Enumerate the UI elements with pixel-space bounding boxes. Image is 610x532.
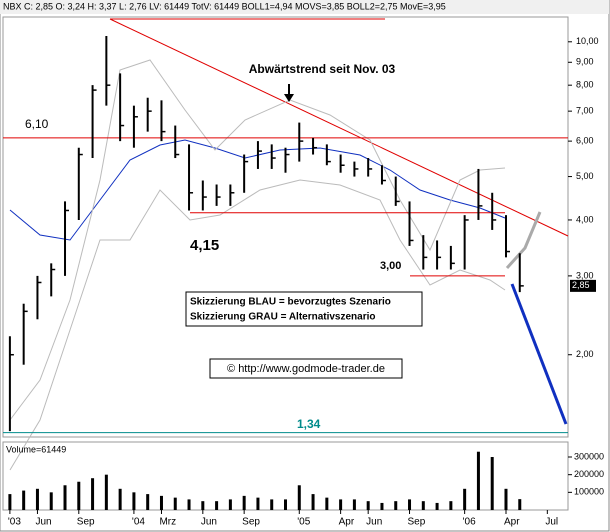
- x-tick-label: '03: [8, 517, 21, 528]
- copyright-box: [209, 358, 403, 379]
- x-tick-label: Sep: [77, 517, 95, 528]
- volume-bar: [242, 495, 246, 510]
- volume-tick-label: 300000: [574, 451, 604, 461]
- volume-bar: [228, 499, 232, 510]
- y-tick-label: 10,00: [576, 36, 599, 46]
- volume-bar: [380, 502, 384, 510]
- volume-bar: [476, 451, 480, 510]
- x-tick-label: '05: [297, 517, 310, 528]
- volume-tick-label: 200000: [574, 469, 604, 479]
- y-tick-label: 7,00: [576, 106, 594, 116]
- volume-bar: [146, 494, 150, 510]
- volume-bar: [63, 485, 67, 510]
- price-pane: [2, 16, 569, 438]
- volume-bar: [91, 478, 95, 510]
- y-tick-label: 9,00: [576, 57, 594, 67]
- y-tick-label: 8,00: [576, 80, 594, 90]
- legend-line: Skizzierung BLAU = bevorzugtes Szenario: [190, 297, 391, 308]
- volume-bar: [297, 485, 301, 510]
- x-tick-label: '04: [132, 517, 145, 528]
- volume-bar: [49, 492, 53, 510]
- copyright: © http://www.godmode-trader.de: [227, 363, 385, 375]
- volume-bar: [352, 499, 356, 510]
- volume-bar: [215, 501, 219, 510]
- volume-bar: [284, 499, 287, 510]
- x-tick-label: Jun: [366, 517, 382, 528]
- x-tick-label: Jun: [201, 517, 217, 528]
- x-tick-label: Apr: [504, 517, 520, 528]
- x-tick-label: Mrz: [159, 517, 176, 528]
- volume-bar: [311, 494, 315, 510]
- volume-label: Volume=61449: [6, 444, 66, 454]
- volume-bar: [408, 499, 412, 510]
- x-tick-label: Sep: [408, 517, 426, 528]
- gray-scenario: [505, 211, 542, 270]
- level-label: 6,10: [25, 117, 49, 131]
- volume-bar: [490, 457, 494, 510]
- level-label: 3,00: [380, 260, 401, 272]
- volume-bar: [256, 497, 260, 510]
- price-tag: [570, 279, 596, 292]
- volume-bar: [366, 501, 370, 510]
- legend-line: Skizzierung GRAU = Alternativszenario: [190, 312, 376, 323]
- volume-bar: [435, 502, 439, 510]
- volume-bar: [504, 488, 508, 510]
- x-tick-label: Jul: [545, 517, 558, 528]
- x-tick-label: Apr: [339, 517, 355, 528]
- header-bar: [0, 0, 609, 14]
- blue-scenario: [510, 283, 568, 425]
- volume-bar: [35, 488, 39, 510]
- volume-bar: [270, 499, 274, 510]
- arrow-head: [284, 94, 294, 102]
- legend-box: [185, 291, 423, 327]
- y-tick-label: 2,00: [576, 349, 594, 359]
- level-label: 1,34: [297, 417, 321, 431]
- volume-bar: [339, 499, 343, 510]
- volume-bar: [325, 497, 329, 510]
- volume-bar: [173, 497, 177, 510]
- y-tick-label: 6,00: [576, 135, 594, 145]
- volume-tick-label: 100000: [574, 487, 604, 497]
- volume-bar: [463, 488, 467, 510]
- volume-bar: [8, 494, 12, 510]
- level-label: 4,15: [190, 237, 219, 254]
- volume-bar: [22, 490, 26, 510]
- annotation: Abwärtstrend seit Nov. 03: [249, 62, 396, 76]
- y-tick-label: 5,00: [576, 171, 594, 181]
- volume-bar: [159, 495, 163, 510]
- volume-bar: [77, 481, 81, 510]
- volume-bar: [421, 501, 425, 510]
- header: NBX C: 2,85 O: 3,24 H: 3,37 L: 2,76 LV: …: [3, 1, 446, 11]
- volume-bar: [104, 474, 108, 510]
- volume-bar: [201, 501, 205, 510]
- x-tick-label: Jun: [35, 517, 51, 528]
- volume-bar: [187, 499, 191, 510]
- volume-bar: [394, 501, 398, 510]
- x-tick-label: '06: [463, 517, 476, 528]
- volume-bar: [518, 499, 522, 510]
- y-tick-label: 3,00: [576, 270, 594, 280]
- x-tick-label: Sep: [242, 517, 260, 528]
- band-upper: [9, 59, 506, 421]
- volume-bar: [449, 501, 453, 510]
- volume-bar: [132, 492, 136, 510]
- price-tag-label: 2,85: [572, 280, 590, 290]
- volume-bar: [118, 488, 122, 510]
- band-lower: [9, 179, 506, 471]
- y-tick-label: 4,00: [576, 214, 594, 224]
